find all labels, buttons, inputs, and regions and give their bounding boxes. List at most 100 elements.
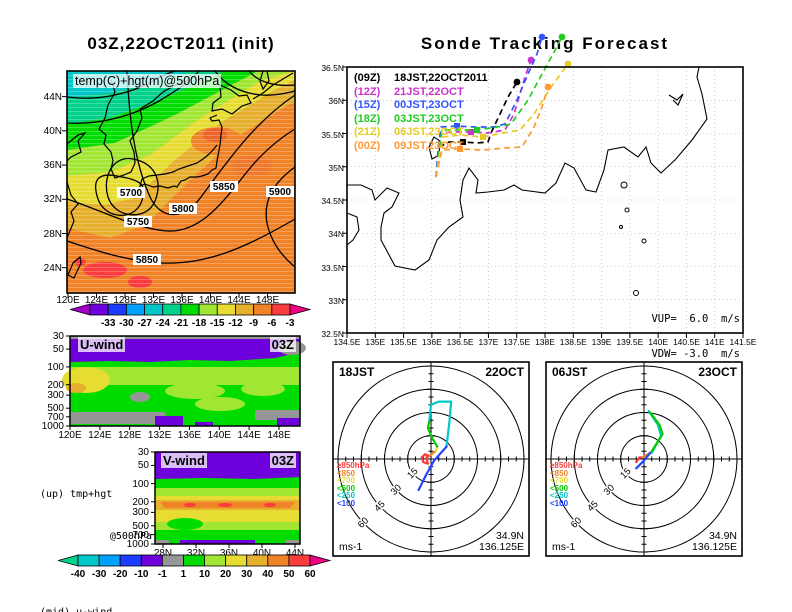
legend-label: 21JST,22OCT [394,85,464,98]
init-cbar-arrow-right [289,303,312,316]
track-12Z-square-marker [468,129,474,135]
hodo1-date-label: 22OCT [485,365,524,379]
sonde-coastline-2 [428,136,441,160]
sonde-lon-label-137E: 137E [478,337,499,347]
p-label-vwind-500: 500 [132,520,149,532]
init-lat-label-28N: 28N [43,228,62,240]
uwind-fill-9 [195,397,245,411]
init-cbar-segment-4 [144,303,164,316]
hodo1-lat: 34.9N [495,530,524,542]
p-label-uwind-500: 500 [47,403,64,415]
sonde-lon-label-141.5E: 141.5E [729,337,757,347]
sonde-coastline-1 [346,212,360,246]
note-mid-line1: (mid) u-wind [40,606,152,612]
track-00Z-square-marker [457,146,463,152]
x-label-uwind-120E: 120E [58,430,82,441]
vwind-plot-border [154,451,301,545]
init-map-title: 03Z,22OCT2011 (init) [87,34,275,53]
hodo2-date-label: 23OCT [698,365,737,379]
bottom-cbar-label-60: 60 [304,569,316,580]
init-cbar-segment-9 [235,303,255,316]
init-cbar-arrow-left [70,303,91,316]
bottom-cbar-label--30: -30 [92,569,107,580]
init-colorbar: -33 -30 -27 -24 -21 -18 -15 -12 -9 -6 -3 [70,303,312,329]
vwind-time-label: 03Z [269,453,296,468]
init-height-contour-8 [214,70,296,96]
init-coastline-1 [66,131,87,162]
hodo-legend-lt850hPa: ≥850hPa [550,461,583,470]
sonde-coastline-3 [668,93,684,106]
uwind-plot: U-wind 03Z [62,335,306,430]
sonde-lat-label-34.5N: 34.5N [321,196,344,206]
init-height-contour-0 [94,174,145,216]
init-coastline-7 [259,70,270,91]
sonde-lat-label-36.5N: 36.5N [321,63,344,73]
init-lon-label-144E: 144E [227,295,251,306]
uwind-fill-6 [66,383,86,393]
uwind-fill-12 [155,416,183,426]
init-cbar-label--12: -12 [228,318,243,329]
p-label-vwind-200: 200 [132,496,149,508]
hodo-legend-lt700: <700 [337,476,356,485]
hodo-legend-lt100: <100 [337,498,356,508]
init-height-contour-1 [105,157,159,216]
init-height-contour-2 [126,70,296,216]
vwind-label: V-wind [161,453,207,468]
bottom-cbar-segment-6 [183,554,205,567]
legend-tag: (09Z) [354,72,381,84]
legend-tag: (12Z) [354,85,381,98]
init-lat-label-32N: 32N [43,194,62,206]
x-label-uwind-124E: 124E [88,430,112,441]
contour-label-bg [169,203,197,214]
init-cbar-label--30: -30 [119,318,134,329]
sonde-lon-label-135.5E: 135.5E [390,337,418,347]
legend-tag: (15Z) [354,99,381,111]
contour-label-5800: 5800 [172,204,195,215]
track-15Z [435,36,543,178]
hodo2-position-label: 34.9N 136.125E [692,531,737,553]
sonde-legend-row-15Z: (15Z) 00JST,23OCT [354,99,488,113]
track-18Z-end-dot [558,33,566,41]
init-cbar-label--27: -27 [137,318,152,329]
p-label-uwind-300: 300 [47,390,64,402]
init-map-plot: 5700 5750 5800 5850 5900 5850 temp(C)+hgt(m)@… [62,70,296,298]
hodo-trace-3 [426,419,439,448]
init-lon-label-124E: 124E [84,295,109,306]
bottom-cbar-label--40: -40 [71,569,86,580]
track-21Z-square-marker [480,134,486,140]
bottom-cbar-segment-9 [246,554,269,567]
init-coastline-4 [136,114,223,199]
p-label-uwind-200: 200 [47,379,64,391]
init-cbar-segment-7 [198,303,218,316]
p-label-uwind-50: 50 [52,344,64,356]
contour-label-5700: 5700 [120,188,143,199]
init-cbar-segment-6 [180,303,200,316]
hodo-trace-5 [635,451,652,470]
init-coastline-3 [67,255,82,279]
sonde-lon-label-140.5E: 140.5E [672,337,700,347]
track-18Z-square-marker [474,127,480,133]
sonde-legend-row-00Z: (00Z) 09JST,23OCT [354,140,488,154]
bottom-cbar-segment-8 [225,554,248,567]
hodo1-units-label: ms-1 [339,541,363,553]
init-cbar-label--6: -6 [267,318,276,329]
init-field-label: temp(C)+hgt(m)@500hPa [73,74,222,88]
contour-label-5850: 5850 [213,182,236,193]
bottom-cbar-segment-7 [204,554,227,567]
sonde-title: Sonde Tracking Forecast [420,34,670,53]
x-label-uwind-132E: 132E [147,430,172,441]
uwind-fill-7 [165,383,225,399]
note-up-line2: @500hPa [109,531,152,542]
bottom-cbar-arrow-left [58,554,79,567]
bottom-cbar-label--20: -20 [113,569,128,580]
sonde-island-1 [624,207,630,213]
x-label-uwind-136E: 136E [177,430,202,441]
vwind-plot: V-wind 03Z [151,451,301,548]
vwind-canvas [151,451,301,548]
vwind-fill-11 [180,540,255,544]
bottom-cbar-segment-5 [161,554,184,567]
sonde-lat-label-35N: 35N [328,162,344,173]
p-label-uwind-30: 30 [52,331,64,342]
sonde-legend-row-18Z: (18Z) 03JST,23OCT [354,113,488,127]
